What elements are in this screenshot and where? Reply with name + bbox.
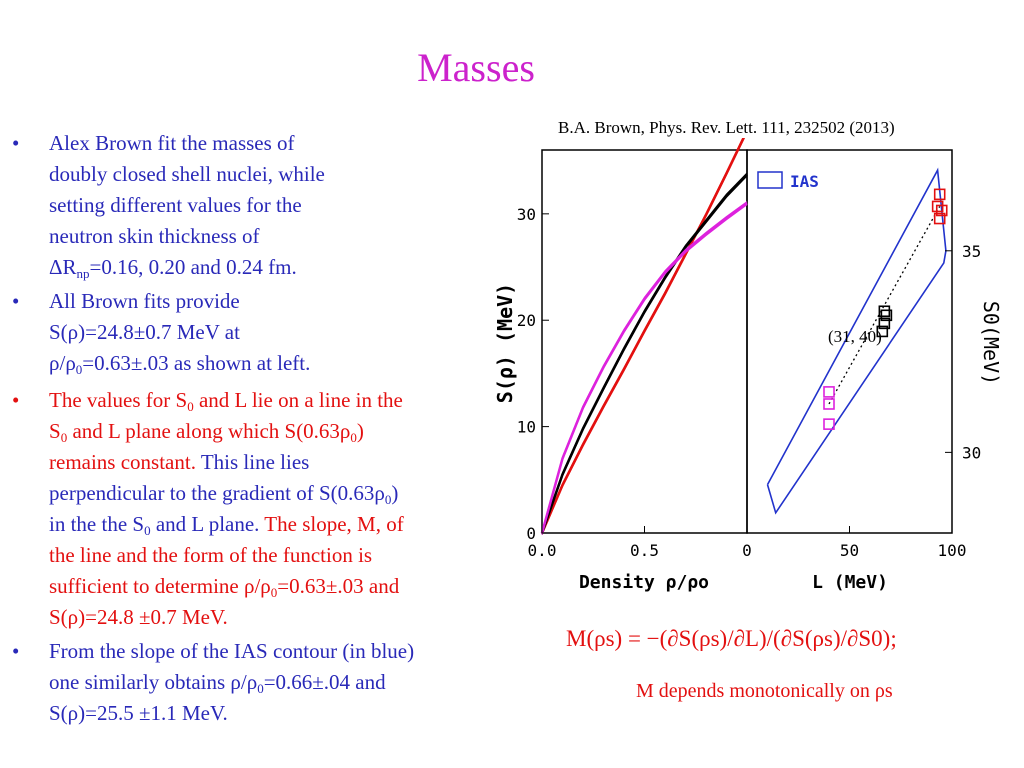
bullet-line: neutron skin thickness of: [49, 224, 260, 248]
y-tick-label: 0: [526, 524, 536, 543]
annotation-label: (31, 40): [828, 327, 882, 346]
series-line-black: [540, 173, 748, 534]
right-xticks: 0 50 100: [742, 526, 966, 560]
x-tick-label: 100: [938, 541, 967, 560]
bullet-marker: •: [12, 131, 20, 155]
data-point-magenta: [823, 398, 835, 410]
bullet-line: All Brown fits provide: [49, 289, 240, 313]
right-ylabel: S0(MeV): [979, 301, 1003, 385]
bullet-line: setting different values for the: [49, 193, 302, 217]
legend-label: IAS: [790, 172, 819, 191]
series-line-red: [541, 138, 745, 535]
bullet-list: • Alex Brown fit the masses of doubly cl…: [8, 128, 508, 732]
data-point-red: [931, 200, 944, 213]
formula: M(ρs) = −(∂S(ρs)/∂L)/(∂S(ρs)/∂S0);: [566, 626, 897, 651]
x-tick-label: 50: [840, 541, 859, 560]
bullet-line: From the slope of the IAS contour (in bl…: [49, 639, 415, 663]
bullet-line: The values for S0 and L lie on a line in…: [49, 388, 403, 414]
citation: B.A. Brown, Phys. Rev. Lett. 111, 232502…: [558, 118, 895, 137]
y-tick-label: 35: [962, 242, 981, 261]
left-xticks: 0.0 0.5: [528, 526, 659, 560]
data-point-red: [935, 204, 948, 217]
bullet-line: in the the S0 and L plane. The slope, M,…: [49, 512, 404, 538]
bullet-line: S(ρ)=24.8 ±0.7 MeV.: [49, 605, 228, 629]
bullet-item: • All Brown fits provide S(ρ)=24.8±0.7 M…: [8, 286, 508, 379]
y-tick-label: 30: [517, 205, 536, 224]
bullet-item: • Alex Brown fit the masses of doubly cl…: [8, 128, 508, 283]
bullet-line: S(ρ)=24.8±0.7 MeV at: [49, 320, 240, 344]
bullet-marker: •: [12, 639, 20, 663]
x-tick-label: 0.0: [528, 541, 557, 560]
left-xlabel: Density ρ/ρo: [579, 572, 709, 593]
data-point-black: [880, 309, 893, 322]
bullet-line: perpendicular to the gradient of S(0.63ρ…: [49, 481, 399, 507]
bullet-line: S(ρ)=25.5 ±1.1 MeV.: [49, 701, 228, 725]
bullet-item: • From the slope of the IAS contour (in …: [8, 636, 508, 729]
x-tick-label: 0: [742, 541, 752, 560]
bullet-line: sufficient to determine ρ/ρ0=0.63±.03 an…: [49, 574, 400, 600]
series-line-red: [541, 138, 744, 532]
figure: 0 10 20 30 0.0 0.5 0 50 100 30 35 S(ρ) (MeV) De…: [493, 138, 1003, 593]
left-curves: [540, 138, 748, 535]
series-line-magenta: [541, 204, 748, 535]
y-tick-label: 20: [517, 311, 536, 330]
data-point-red: [933, 188, 946, 201]
bullet-line: ρ/ρ0=0.63±.03 as shown at left.: [49, 351, 311, 377]
series-line-red: [540, 138, 745, 534]
data-point-magenta: [823, 386, 835, 398]
series-line-magenta: [541, 201, 748, 532]
right-plot: [766, 167, 948, 515]
bullet-line: one similarly obtains ρ/ρ0=0.66±.04 and: [49, 670, 386, 696]
series-line-magenta: [540, 202, 748, 534]
y-tick-label: 10: [517, 418, 536, 437]
legend-swatch: [757, 171, 783, 189]
data-point-magenta: [823, 418, 835, 430]
y-tick-label: 30: [962, 443, 981, 462]
fit-dotted-line: [828, 206, 941, 405]
right-yticks: 30 35: [945, 242, 981, 462]
bullet-line: remains constant. This line lies: [49, 450, 310, 474]
bullet-item: • The values for S0 and L lie on a line …: [8, 385, 508, 633]
formula-note: M depends monotonically on ρs: [636, 680, 893, 702]
bullet-line: S0 and L plane along which S(0.63ρ0): [49, 419, 364, 445]
bullet-line: the line and the form of the function is: [49, 543, 373, 567]
data-point-red: [933, 212, 946, 225]
bullet-line: doubly closed shell nuclei, while: [49, 162, 325, 186]
series-line-black: [541, 175, 748, 535]
data-point-black: [878, 317, 891, 330]
slide-title: Masses: [417, 45, 535, 90]
data-point-black: [876, 325, 889, 338]
bullet-line: Alex Brown fit the masses of: [49, 131, 295, 155]
ias-contour: [766, 167, 947, 515]
left-yticks: 0 10 20 30: [517, 205, 549, 543]
bullet-line: ΔRnp=0.16, 0.20 and 0.24 fm.: [49, 255, 297, 281]
right-xlabel: L (MeV): [812, 572, 888, 593]
bullet-marker: •: [12, 388, 20, 412]
left-ylabel: S(ρ) (MeV): [493, 283, 517, 403]
bullet-marker: •: [12, 289, 20, 313]
x-tick-label: 0.5: [630, 541, 659, 560]
data-point-black: [878, 305, 891, 318]
